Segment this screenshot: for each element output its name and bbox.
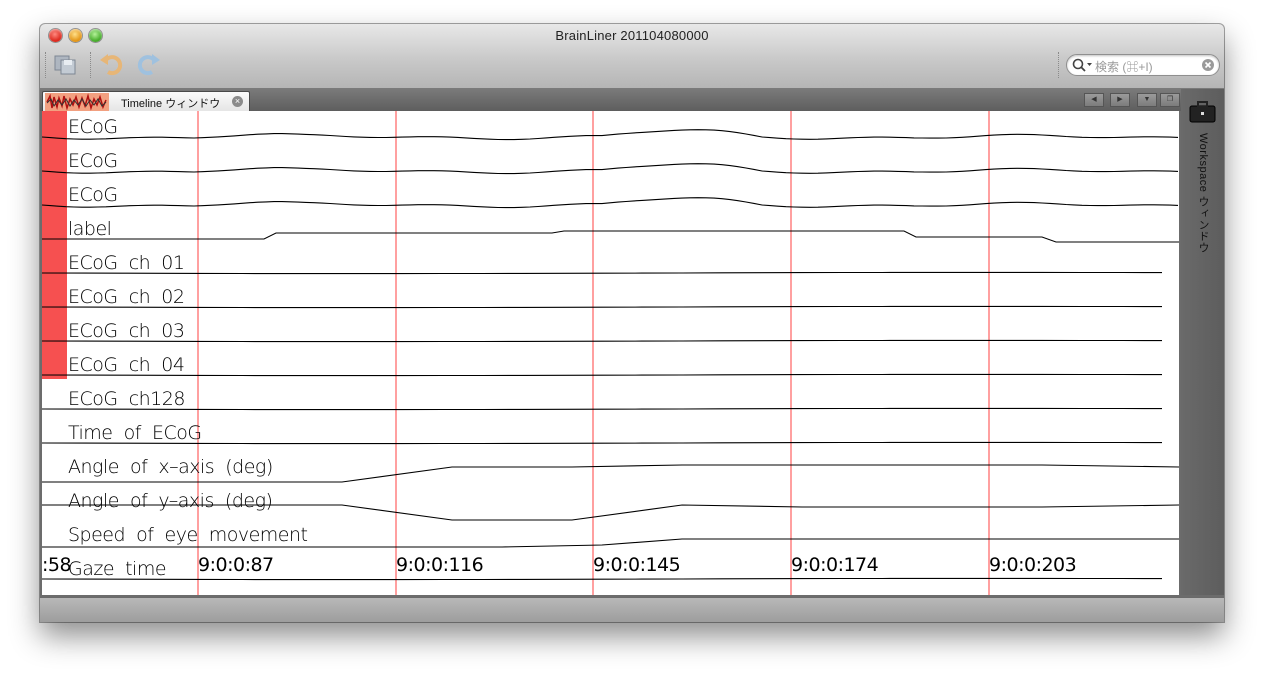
search-icon	[1072, 58, 1092, 72]
channel-label[interactable]: ECoG ch 01	[68, 252, 185, 274]
minimize-window-button[interactable]	[69, 29, 82, 42]
timeline-view[interactable]: ECoG ECoG ECoG label ECoG ch 01 ECoG ch 02 ECo…	[42, 111, 1179, 595]
time-tick-label: :58	[42, 554, 72, 576]
channel-label[interactable]: ECoG ch 04	[68, 354, 185, 376]
zoom-window-button[interactable]	[89, 29, 102, 42]
search-placeholder: 検索 (⌘+I)	[1095, 60, 1153, 74]
close-window-button[interactable]	[49, 29, 62, 42]
toolbar-separator	[45, 52, 47, 78]
title-bar: BrainLiner 201104080000	[40, 24, 1224, 89]
channel-trace	[42, 373, 1163, 377]
undo-button[interactable]	[98, 51, 124, 77]
waveform-icon	[45, 93, 109, 111]
status-bar	[40, 597, 1224, 622]
scroll-tabs-right-button[interactable]: ▶	[1110, 93, 1130, 107]
channel-trace	[42, 464, 1179, 483]
channel-label[interactable]: Angle of y–axis (deg)	[68, 490, 273, 512]
channel-traces	[42, 111, 1179, 595]
save-icon	[54, 55, 76, 75]
time-tick-label: 9:0:0:145	[593, 554, 681, 576]
channel-label[interactable]: label	[68, 218, 112, 240]
channel-label[interactable]: ECoG ch128	[68, 388, 185, 410]
tab-list-button[interactable]: ▼	[1137, 93, 1157, 107]
toolbar-separator	[90, 52, 92, 78]
time-tick-label: 9:0:0:116	[396, 554, 484, 576]
tab-timeline[interactable]: Timeline ウィンドウ ×	[42, 91, 250, 112]
window-title: BrainLiner 201104080000	[555, 28, 709, 43]
channel-trace	[42, 129, 1179, 141]
restore-view-button[interactable]: ❐	[1160, 93, 1180, 107]
channel-trace	[42, 271, 1163, 275]
scroll-tabs-left-button[interactable]: ◀	[1084, 93, 1104, 107]
app-window: BrainLiner 201104080000	[40, 24, 1224, 622]
channel-trace	[42, 339, 1163, 343]
channel-trace	[42, 407, 1163, 411]
channel-trace	[42, 441, 1163, 445]
channel-trace	[42, 538, 1179, 548]
tab-label: Timeline ウィンドウ	[121, 98, 221, 110]
channel-label[interactable]: ECoG	[68, 184, 118, 206]
briefcase-icon	[1189, 101, 1216, 123]
redo-button[interactable]	[136, 51, 162, 77]
workspace-sidebar[interactable]: Workspace ウィンドウ	[1181, 89, 1224, 595]
channel-label[interactable]: Time of ECoG	[68, 422, 202, 444]
channel-trace	[42, 504, 1179, 521]
channel-trace	[42, 163, 1179, 175]
channel-label[interactable]: ECoG	[68, 116, 118, 138]
channel-trace	[42, 197, 1179, 209]
channel-label[interactable]: Angle of x–axis (deg)	[68, 456, 273, 478]
channel-label[interactable]: ECoG ch 03	[68, 320, 185, 342]
channel-trace	[42, 577, 1163, 581]
channel-label[interactable]: Speed of eye movement	[68, 524, 308, 546]
redo-icon	[137, 54, 160, 76]
channel-label[interactable]: ECoG ch 02	[68, 286, 185, 308]
tab-bar: Timeline ウィンドウ × ◀ ▶ ▼ ❐	[40, 89, 1224, 112]
workspace-label: Workspace ウィンドウ	[1197, 133, 1209, 254]
clear-search-icon[interactable]	[1201, 58, 1215, 72]
toolbar-separator	[1058, 52, 1060, 78]
channel-trace	[42, 305, 1163, 309]
save-button[interactable]	[52, 51, 78, 77]
selected-channels-marker	[42, 111, 67, 379]
time-tick-label: 9:0:0:87	[198, 554, 274, 576]
close-tab-icon[interactable]: ×	[232, 96, 243, 107]
time-tick-label: 9:0:0:203	[989, 554, 1077, 576]
channel-trace	[42, 230, 1179, 243]
time-tick-label: 9:0:0:174	[791, 554, 879, 576]
undo-icon	[100, 54, 123, 76]
channel-label[interactable]: ECoG	[68, 150, 118, 172]
channel-label[interactable]: Gaze time	[68, 558, 167, 580]
search-field[interactable]: 検索 (⌘+I)	[1066, 54, 1220, 76]
